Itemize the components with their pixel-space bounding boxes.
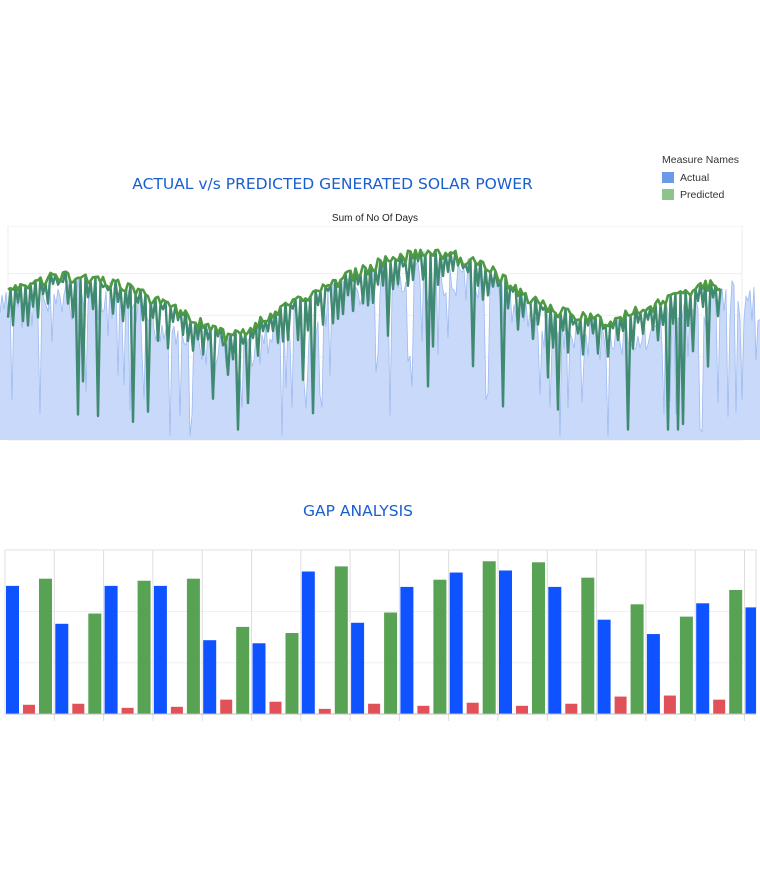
actual-bar[interactable] (55, 623, 69, 714)
gap-bar[interactable] (466, 702, 479, 714)
actual-bar[interactable] (597, 619, 611, 714)
gap-bar[interactable] (614, 696, 627, 714)
gap-bar[interactable] (23, 704, 35, 714)
gap-bar[interactable] (713, 699, 726, 714)
gap-bar[interactable] (368, 703, 381, 714)
actual-bar[interactable] (696, 603, 710, 714)
predicted-bar[interactable] (679, 616, 693, 714)
gap-bar[interactable] (565, 703, 578, 714)
gap-bar[interactable] (417, 705, 430, 714)
gap-bar[interactable] (318, 708, 331, 714)
gap-chart-title: GAP ANALYSIS (303, 502, 413, 520)
legend-item-predicted[interactable]: Predicted (662, 186, 739, 203)
trend-chart-title: ACTUAL v/s PREDICTED GENERATED SOLAR POW… (132, 175, 533, 193)
predicted-bar[interactable] (39, 578, 52, 714)
actual-bar[interactable] (499, 570, 512, 715)
actual-area (0, 250, 760, 440)
predicted-bar[interactable] (482, 561, 496, 714)
actual-bar[interactable] (548, 586, 562, 714)
gap-bar[interactable] (269, 701, 282, 714)
predicted-bar[interactable] (137, 580, 151, 714)
predicted-bar[interactable] (630, 604, 644, 714)
predicted-bar[interactable] (581, 577, 595, 714)
gap-bar[interactable] (170, 706, 183, 714)
predicted-bar[interactable] (186, 578, 200, 714)
predicted-bar[interactable] (285, 633, 299, 714)
legend-label-actual: Actual (680, 171, 710, 184)
actual-bar[interactable] (153, 585, 167, 714)
actual-bar[interactable] (449, 572, 463, 714)
legend-label-predicted: Predicted (680, 188, 725, 201)
trend-chart-subtitle: Sum of No Of Days (331, 213, 419, 224)
actual-bar[interactable] (301, 571, 315, 714)
gap-bar[interactable] (516, 705, 528, 714)
predicted-series-line (7, 248, 722, 344)
gap-bar[interactable] (121, 707, 134, 714)
gap-bar-chart (4, 549, 757, 721)
legend-item-actual[interactable]: Actual (662, 169, 739, 186)
actual-bar[interactable] (646, 634, 660, 714)
gap-bar[interactable] (72, 703, 85, 714)
predicted-bar[interactable] (729, 589, 743, 714)
legend: Measure Names Actual Predicted (662, 154, 739, 203)
actual-bar[interactable] (400, 586, 414, 714)
gap-bar[interactable] (663, 695, 676, 714)
actual-bar[interactable] (351, 622, 365, 714)
actual-bar[interactable] (252, 643, 266, 714)
actual-bar[interactable] (745, 607, 757, 714)
legend-swatch-predicted (662, 189, 674, 200)
legend-title: Measure Names (662, 154, 740, 166)
actual-bar[interactable] (104, 585, 118, 714)
trend-area-chart (0, 226, 760, 441)
gap-bar[interactable] (220, 699, 233, 714)
predicted-bar[interactable] (334, 566, 348, 714)
predicted-bar[interactable] (433, 579, 447, 714)
actual-bar[interactable] (203, 640, 217, 714)
predicted-bar[interactable] (384, 612, 398, 714)
predicted-bar[interactable] (88, 613, 102, 714)
predicted-bar[interactable] (236, 626, 250, 714)
legend-swatch-actual (662, 172, 674, 183)
actual-bar[interactable] (6, 585, 19, 714)
predicted-bar[interactable] (532, 562, 545, 714)
